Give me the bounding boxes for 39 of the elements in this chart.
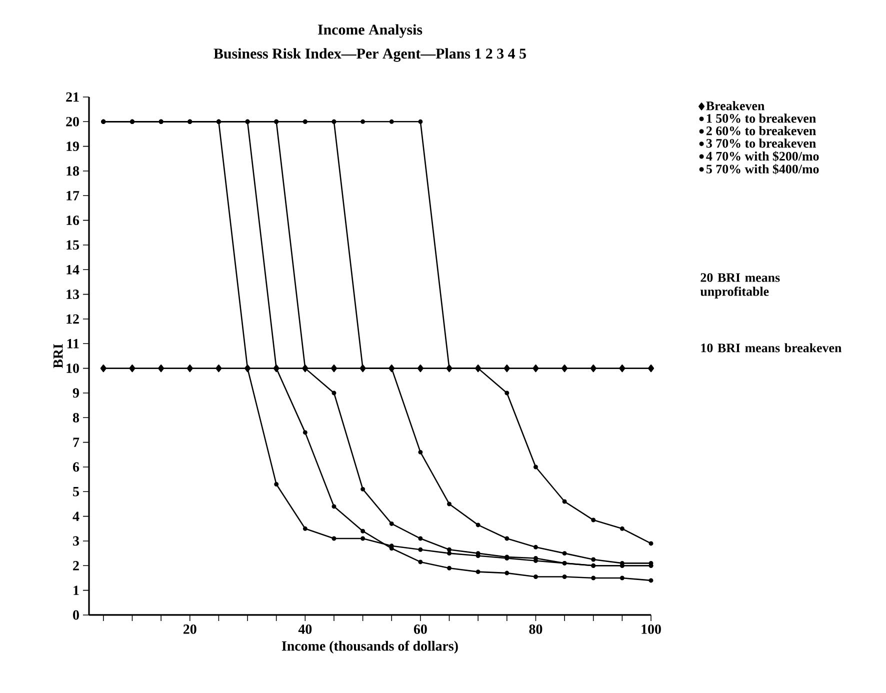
y-tick-label: 5 bbox=[73, 487, 79, 496]
y-tick-label: 1 bbox=[74, 586, 79, 595]
x-tick-label: 20 bbox=[183, 624, 196, 634]
y-tick-label: 15 bbox=[66, 240, 79, 250]
y-tick-label: 2 bbox=[73, 561, 79, 570]
legend-label: 4 70% with $200/mo bbox=[706, 151, 819, 162]
y-tick-label: 20 bbox=[66, 116, 79, 126]
x-tick-label: 100 bbox=[642, 624, 661, 634]
x-tick-label: 60 bbox=[414, 624, 427, 634]
y-tick-label: 4 bbox=[72, 512, 80, 521]
y-tick-label: 9 bbox=[72, 388, 79, 398]
legend-label: 2 60% to breakeven bbox=[706, 126, 816, 136]
y-tick-label: 0 bbox=[73, 610, 79, 620]
legend-label: Breakeven bbox=[706, 101, 765, 110]
legend-label: 1 50% to breakeven bbox=[706, 114, 816, 123]
y-tick-label: 17 bbox=[66, 191, 80, 200]
x-axis-title: Income (thousands of dollars) bbox=[282, 640, 458, 654]
y-axis-title: BRI bbox=[54, 344, 63, 368]
y-tick-label: 6 bbox=[73, 462, 80, 472]
text: 10 BRI means breakeven bbox=[701, 343, 842, 352]
y-tick-label: 21 bbox=[66, 92, 79, 102]
y-tick-label: 7 bbox=[73, 438, 80, 447]
chart-title: Income Analysis bbox=[318, 24, 422, 38]
y-tick-label: 3 bbox=[73, 536, 80, 546]
x-tick-label: 40 bbox=[298, 624, 312, 634]
y-tick-label: 13 bbox=[66, 290, 80, 300]
legend-label: 5 70% with $400/mo bbox=[706, 164, 819, 174]
y-tick-label: 8 bbox=[72, 412, 80, 422]
y-tick-label: 11 bbox=[67, 339, 79, 348]
y-tick-label: 10 bbox=[66, 364, 79, 374]
text: 20 BRI means unprofitable bbox=[700, 273, 780, 298]
legend-label: 3 70% to breakeven bbox=[706, 138, 816, 148]
y-tick-label: 18 bbox=[66, 166, 80, 176]
y-tick-label: 12 bbox=[66, 314, 79, 324]
y-tick-label: 16 bbox=[66, 216, 80, 226]
y-tick-label: 14 bbox=[66, 265, 80, 274]
y-tick-label: 19 bbox=[66, 142, 79, 152]
x-tick-label: 80 bbox=[529, 624, 542, 634]
chart-subtitle: Business Risk Index—Per Agent—Plans 1 2 3 4 5 bbox=[214, 48, 526, 62]
